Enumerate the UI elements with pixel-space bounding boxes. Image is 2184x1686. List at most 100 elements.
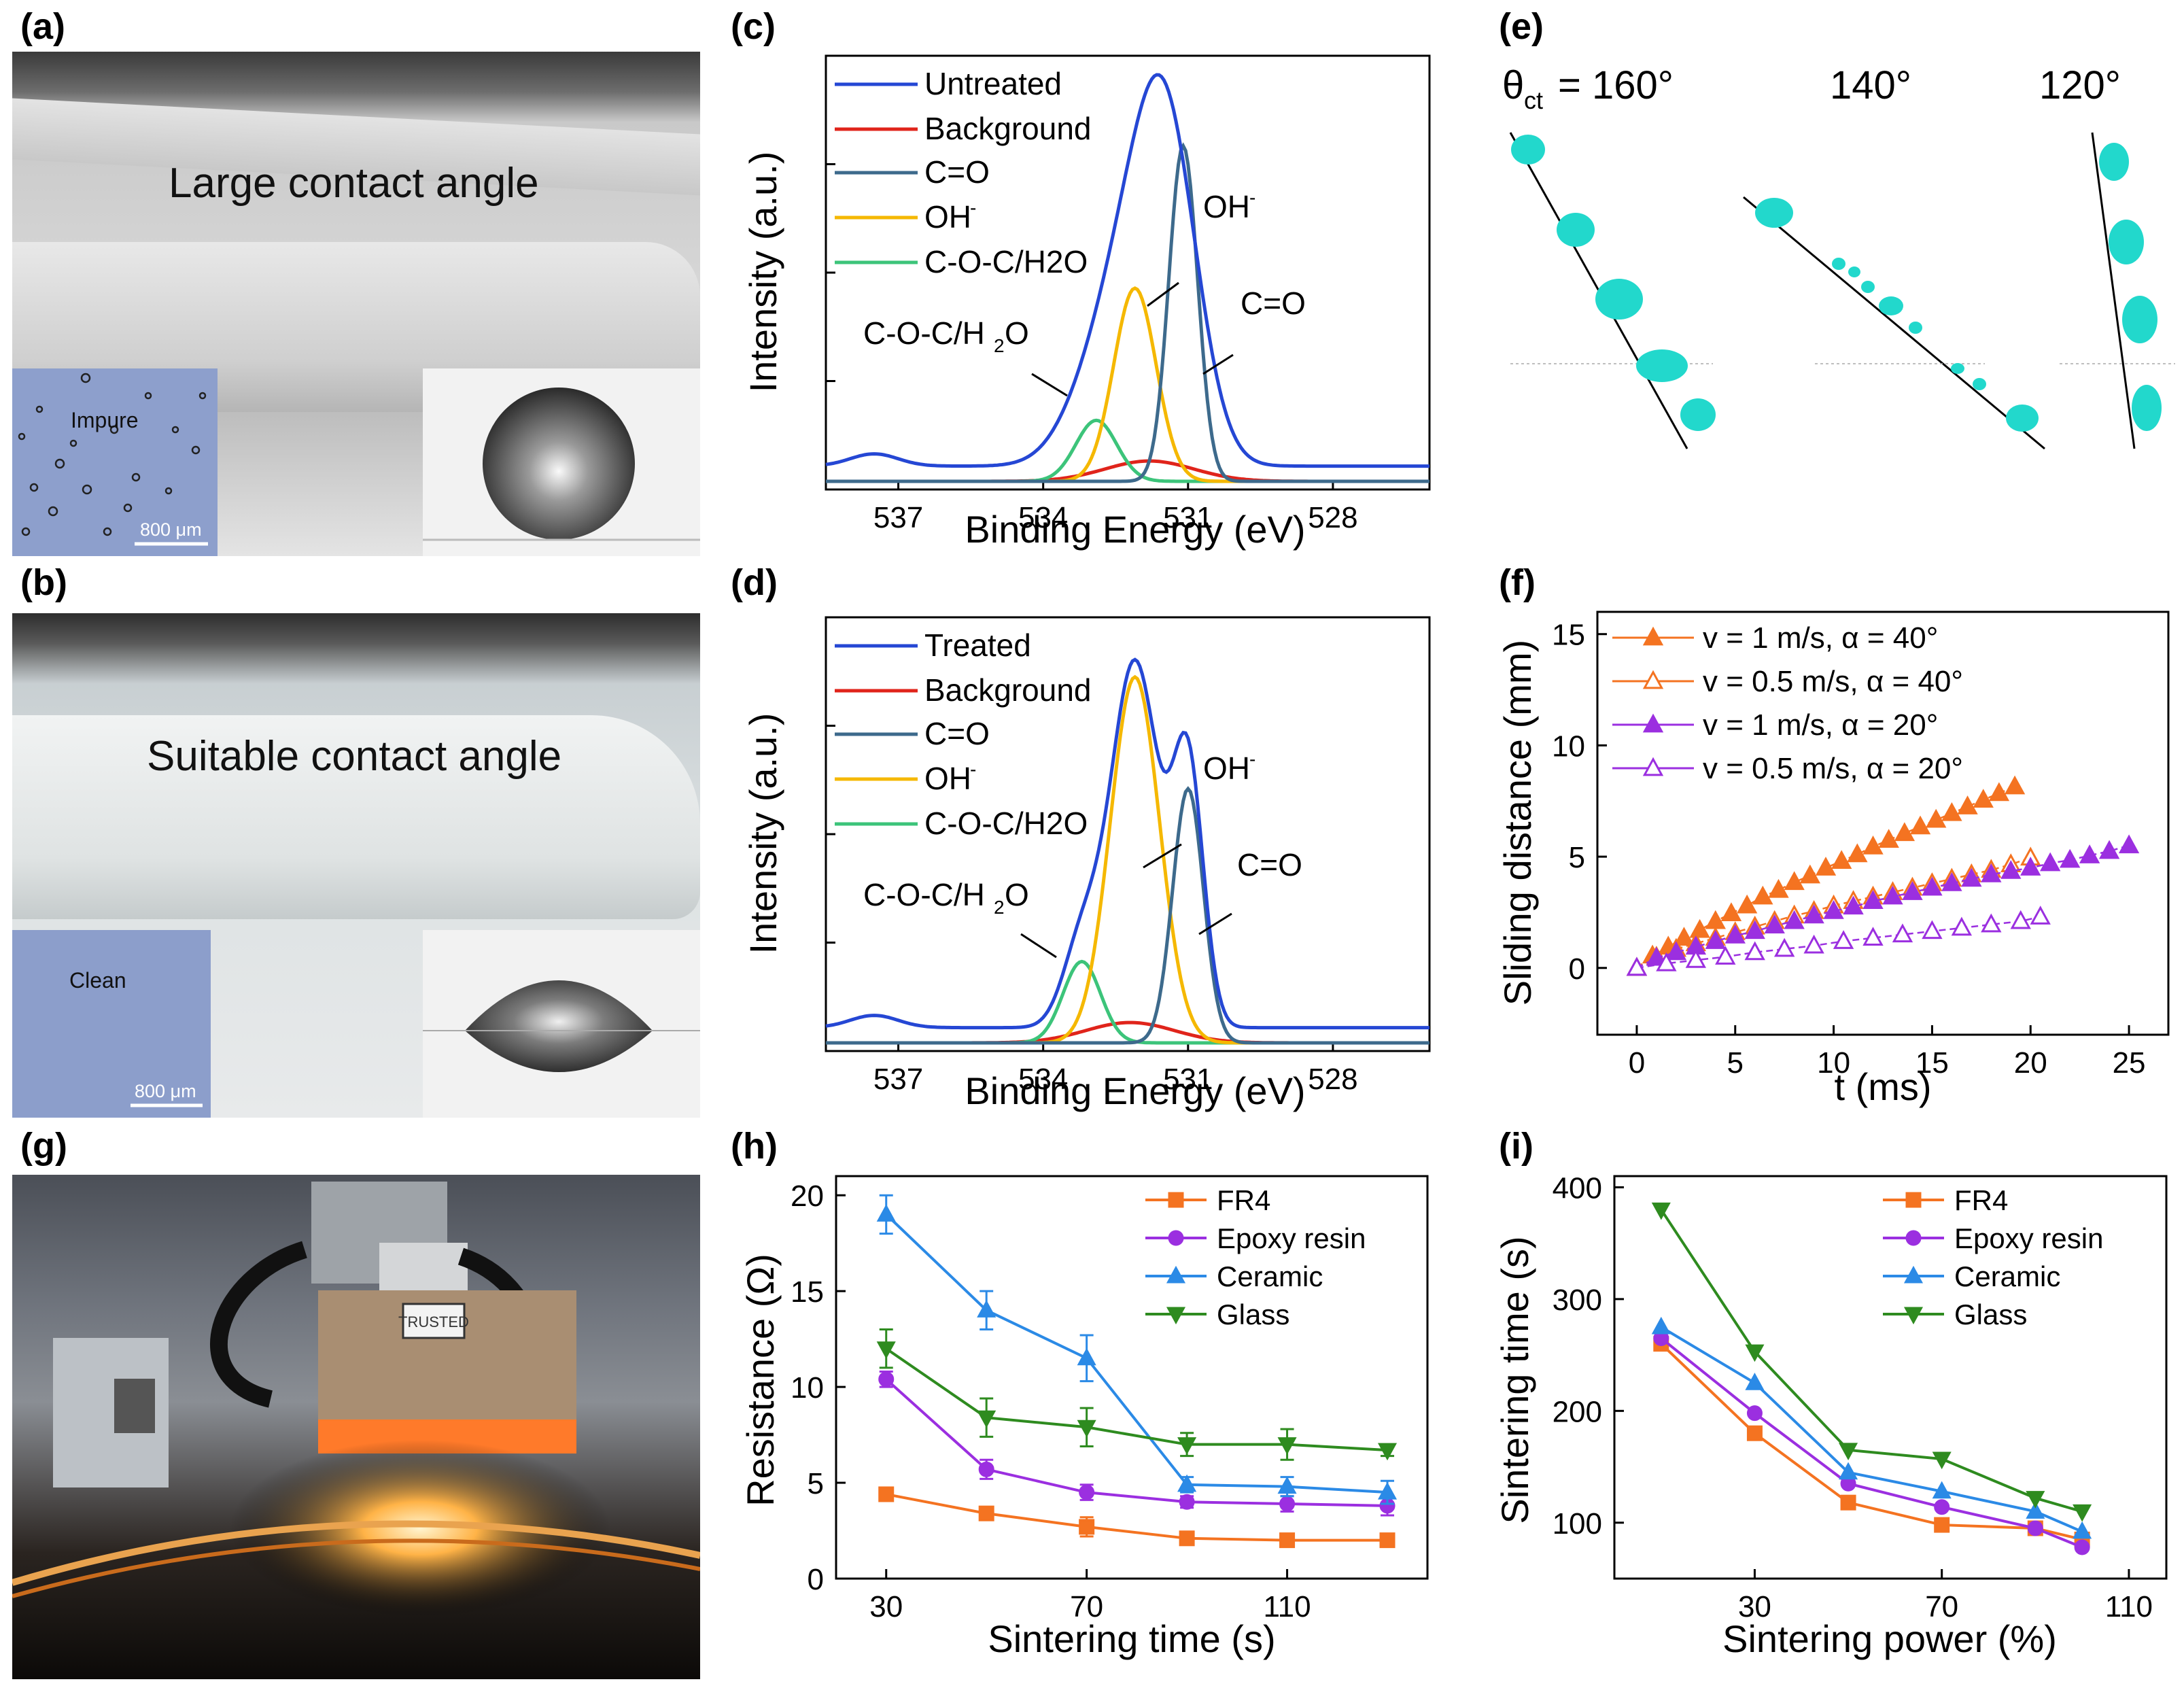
chart-c-xps-untreated: 537 534 531 528 Untreated Background C=O OH…: [742, 54, 1431, 551]
x-tick-label: 70: [1070, 1590, 1103, 1623]
data-point: [1909, 815, 1931, 835]
data-point: [1803, 934, 1824, 954]
series-line-glass: [885, 1347, 1388, 1452]
legend-treated: Treated: [924, 627, 1031, 663]
y-tick-label: 10: [1552, 729, 1585, 763]
panel-label-c: (c): [731, 6, 776, 47]
x-tick-label: 528: [1308, 501, 1357, 534]
data-point: [1934, 1517, 1950, 1533]
chart-i-legend: FR4 Epoxy resin Ceramic Glass: [1883, 1184, 2103, 1330]
data-point: [2118, 834, 2140, 854]
chart-c-annotations: OH - C=O C-O-C/H 2 O: [863, 187, 1306, 356]
legend-marker: [1642, 713, 1664, 733]
data-point: [1839, 1462, 1858, 1480]
chart-c-ylabel: Intensity (a.u.): [742, 152, 784, 393]
chart-d-legend: Treated Background C=O OH - C-O-C/H2O: [835, 627, 1092, 841]
series-c-o-c-h2o: [826, 959, 1429, 1045]
data-point: [1922, 920, 1943, 940]
series-line-fr4: [886, 1492, 1388, 1542]
legend-f-1-label: v = 0.5 m/s, α = 40°: [1703, 665, 1963, 698]
theta-subscript: ct: [1524, 86, 1543, 114]
y-tick-label: 5: [808, 1467, 824, 1500]
series-c-o: [826, 786, 1429, 1045]
chart-f-marks: [1626, 775, 2140, 976]
legend-oh: OH: [924, 199, 971, 235]
data-point: [2074, 1539, 2090, 1555]
chart-i-xlabel: Sintering power (%): [1722, 1617, 2057, 1660]
data-point: [1277, 1437, 1297, 1455]
chart-c-legend: Untreated Background C=O OH - C-O-C/H2O: [835, 66, 1092, 279]
suitable-angle-droplet-graphic: [423, 980, 700, 1072]
chart-c-curves: [825, 73, 1429, 483]
data-point: [1651, 1316, 1671, 1335]
annot-oh: OH: [1203, 751, 1250, 786]
data-point: [2073, 1504, 2092, 1522]
series-line-fr4: [1660, 1343, 2083, 1541]
legend-label: Epoxy resin: [1217, 1222, 1366, 1254]
data-point: [2040, 852, 2061, 872]
data-point: [1799, 864, 1821, 884]
data-point: [1736, 894, 1758, 914]
series-line-ceramic: [885, 1213, 1388, 1494]
data-point: [878, 1486, 895, 1502]
legend-co: C=O: [924, 716, 990, 751]
data-point: [1961, 867, 1982, 887]
x-tick-label: 20: [2014, 1046, 2047, 1080]
data-point: [878, 1371, 895, 1388]
chart-i-ticks: 30 70 110 100 200 300 400: [1553, 1171, 2153, 1623]
large-angle-droplet-graphic: [423, 388, 700, 541]
y-tick-label: 300: [1553, 1284, 1602, 1317]
data-point: [1902, 881, 1923, 900]
angle-160: = 160°: [1558, 63, 1674, 107]
data-point: [1932, 1481, 1952, 1499]
chart-i-sintering-time: 30 70 110 100 200 300 400 FR4 Epoxy resin Cerami…: [1493, 1171, 2168, 1660]
data-point: [1705, 910, 1726, 929]
data-point: [1932, 1451, 1952, 1470]
chart-f-ylabel: Sliding distance (mm): [1496, 640, 1539, 1005]
data-point: [2026, 1501, 2045, 1519]
panel-label-h: (h): [731, 1126, 778, 1167]
data-point: [1746, 1405, 1763, 1422]
x-tick-label: 528: [1308, 1063, 1357, 1096]
theta-symbol: θ: [1502, 63, 1524, 107]
chart-d-ylabel: Intensity (a.u.): [742, 713, 784, 954]
data-point: [1685, 949, 1707, 968]
data-point: [1724, 924, 1746, 944]
x-tick-label: 25: [2113, 1046, 2146, 1080]
data-point: [1784, 910, 1805, 929]
data-point: [1720, 902, 1742, 921]
chart-h-legend: FR4 Epoxy resin Ceramic Glass: [1145, 1184, 1366, 1330]
data-point: [1077, 1420, 1096, 1438]
data-point: [1744, 920, 1765, 940]
y-tick-label: 0: [1569, 952, 1585, 986]
data-point: [1941, 872, 1962, 891]
legend-label: FR4: [1217, 1184, 1270, 1216]
chart-d-frame: [825, 616, 1431, 1052]
legend-coc: C-O-C/H2O: [924, 244, 1088, 279]
series-line-2: [1636, 844, 2130, 969]
impure-particles-graphic: [18, 373, 208, 546]
data-point: [1922, 876, 1943, 896]
data-point: [2020, 857, 2041, 876]
chart-d-xps-treated: 537 534 531 528 Treated Background C=O OH -…: [742, 616, 1431, 1112]
chart-h-marks: [876, 1194, 1398, 1549]
legend-oh: OH: [924, 761, 971, 796]
data-point: [1988, 782, 2010, 802]
legend-marker: [1168, 1192, 1184, 1208]
inset-b-text: Clean: [69, 968, 126, 993]
chart-d-annotations: OH - C=O C-O-C/H 2 O: [863, 749, 1302, 918]
data-point: [1839, 1443, 1858, 1461]
series-untreated: [825, 73, 1429, 468]
y-tick-label: 200: [1553, 1395, 1602, 1428]
data-point: [1981, 863, 2002, 882]
data-point: [1833, 930, 1854, 949]
inset-a-droplet: [423, 368, 700, 556]
data-point: [1951, 916, 1973, 936]
chart-c-x-ticks: 537 534 531 528: [826, 163, 1358, 534]
data-point: [1715, 946, 1736, 965]
chart-i-ylabel: Sintering time (s): [1493, 1236, 1536, 1524]
annot-coc: C-O-C/H: [863, 315, 985, 351]
chart-h-ylabel: Resistance (Ω): [739, 1254, 782, 1507]
y-tick-label: 400: [1553, 1171, 1602, 1205]
legend-marker: [1905, 1192, 1922, 1208]
